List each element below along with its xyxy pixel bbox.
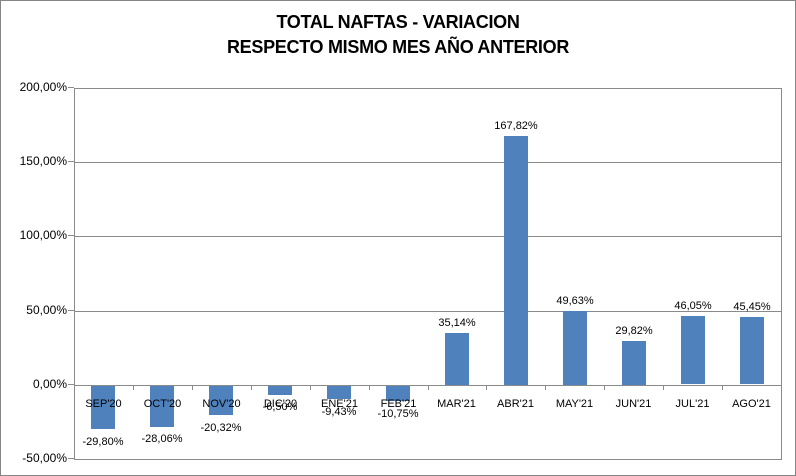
category-axis-tick bbox=[722, 384, 723, 390]
plot-area bbox=[74, 88, 782, 460]
bar-mar-21 bbox=[445, 333, 469, 385]
category-label: JUN'21 bbox=[615, 398, 652, 410]
data-label: -9,43% bbox=[321, 406, 357, 418]
category-label: ABR'21 bbox=[497, 398, 534, 410]
bar-nov-20 bbox=[209, 386, 233, 415]
y-axis-tick bbox=[68, 383, 74, 385]
category-label: FEB'21 bbox=[380, 398, 417, 410]
data-label: -20,32% bbox=[200, 422, 242, 434]
category-axis-tick bbox=[192, 384, 193, 390]
category-axis-tick bbox=[369, 384, 370, 390]
category-label: MAY'21 bbox=[555, 398, 594, 410]
bar-abr-21 bbox=[504, 136, 528, 385]
category-label: NOV'20 bbox=[202, 398, 241, 410]
category-axis-tick bbox=[133, 384, 134, 390]
category-axis-tick bbox=[74, 384, 75, 390]
category-label: AGO'21 bbox=[732, 398, 771, 410]
data-label: -10,75% bbox=[377, 408, 419, 420]
bar-ene-21 bbox=[327, 386, 351, 399]
category-axis-tick bbox=[428, 384, 429, 390]
bar-may-21 bbox=[563, 311, 587, 385]
category-axis-tick bbox=[663, 384, 664, 390]
bar-sep-20 bbox=[91, 386, 115, 429]
bar-ago-21 bbox=[740, 317, 764, 384]
y-axis-label: 50,00% bbox=[26, 302, 67, 317]
data-label: 45,45% bbox=[733, 301, 771, 313]
category-axis-tick bbox=[604, 384, 605, 390]
data-label: 49,63% bbox=[556, 295, 594, 307]
category-axis-tick bbox=[781, 384, 782, 390]
gridline bbox=[75, 236, 782, 238]
category-axis-tick bbox=[545, 384, 546, 390]
category-axis-tick bbox=[486, 384, 487, 390]
data-label: -6,50% bbox=[262, 401, 298, 413]
y-axis-label: 100,00% bbox=[19, 228, 67, 243]
data-label: -29,80% bbox=[82, 436, 124, 448]
bar-jul-21 bbox=[681, 316, 705, 384]
y-axis-tick bbox=[68, 161, 74, 163]
category-label: OCT'20 bbox=[143, 398, 182, 410]
chart-title: TOTAL NAFTAS - VARIACION RESPECTO MISMO … bbox=[1, 10, 795, 60]
y-axis-tick bbox=[68, 458, 74, 459]
gridline bbox=[75, 162, 782, 164]
bar-feb-21 bbox=[386, 386, 410, 401]
category-axis-tick bbox=[310, 384, 311, 390]
category-label: DIC'20 bbox=[263, 398, 298, 410]
data-label: 46,05% bbox=[674, 300, 712, 312]
chart-title-line1: TOTAL NAFTAS - VARIACION bbox=[276, 12, 520, 32]
y-axis-tick bbox=[68, 235, 74, 237]
data-label: 167,82% bbox=[494, 120, 538, 132]
category-label: ENE'21 bbox=[321, 398, 358, 410]
chart-title-line2: RESPECTO MISMO MES AÑO ANTERIOR bbox=[226, 37, 570, 57]
bar-oct-20 bbox=[150, 386, 174, 427]
bar-jun-21 bbox=[622, 341, 646, 385]
y-axis-label: 0,00% bbox=[32, 376, 67, 391]
y-axis-label: -50,00% bbox=[22, 451, 67, 465]
data-label: -28,06% bbox=[141, 433, 183, 445]
y-axis-label: 200,00% bbox=[19, 80, 67, 94]
category-label: SEP'20 bbox=[85, 398, 122, 410]
y-axis-tick bbox=[68, 87, 74, 88]
gridline bbox=[75, 310, 782, 312]
data-label: 29,82% bbox=[615, 325, 653, 337]
y-axis-tick bbox=[68, 309, 74, 311]
category-label: JUL'21 bbox=[675, 398, 710, 410]
category-axis-tick bbox=[251, 384, 252, 390]
category-label: MAR'21 bbox=[437, 398, 476, 410]
bar-dic-20 bbox=[268, 386, 292, 395]
y-axis-label: 150,00% bbox=[19, 154, 67, 169]
data-label: 35,14% bbox=[438, 317, 476, 329]
